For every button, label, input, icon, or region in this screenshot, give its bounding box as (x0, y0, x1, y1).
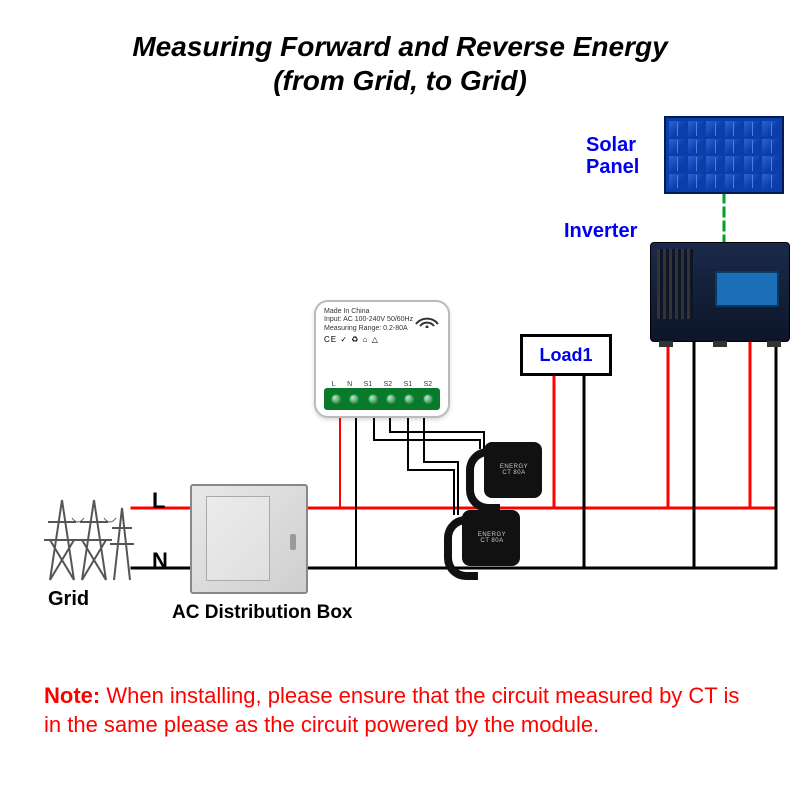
wire-ct1_s2 (390, 416, 484, 448)
inverter-device (650, 242, 790, 342)
wifi-icon (414, 310, 440, 328)
meter-cert-icons: CE ✓ ♻ ⌂ △ (316, 335, 448, 344)
load1-label: Load1 (539, 345, 592, 366)
ct-clamp-2: ENERGYCT 80A (462, 510, 520, 566)
wire-ct2_s2 (424, 416, 458, 514)
solar-label: SolarPanel (586, 134, 639, 178)
inverter-label: Inverter (564, 220, 637, 243)
grid-label: Grid (48, 588, 89, 611)
terminal-labels: LNS1S2S1S2 (326, 381, 438, 388)
ac-distribution-box (190, 484, 308, 594)
acbox-label: AC Distribution Box (172, 602, 353, 624)
grid-pylons-icon (38, 490, 134, 582)
terminal-block (324, 388, 440, 410)
diagram-frame: Measuring Forward and Reverse Energy (fr… (14, 10, 786, 790)
line-N-label: N (152, 548, 168, 574)
note-prefix: Note: (44, 683, 100, 708)
solar-panel-icon (664, 116, 784, 194)
note-text: When installing, please ensure that the … (44, 683, 739, 738)
energy-meter-module: Made In China Input: AC 100-240V 50/60Hz… (314, 300, 450, 418)
load1-box: Load1 (520, 334, 612, 376)
wire-ct2_s1 (408, 416, 454, 514)
line-L-label: L (152, 488, 165, 514)
ct-clamp-1: ENERGYCT 80A (484, 442, 542, 498)
install-note: Note: When installing, please ensure tha… (44, 681, 756, 740)
